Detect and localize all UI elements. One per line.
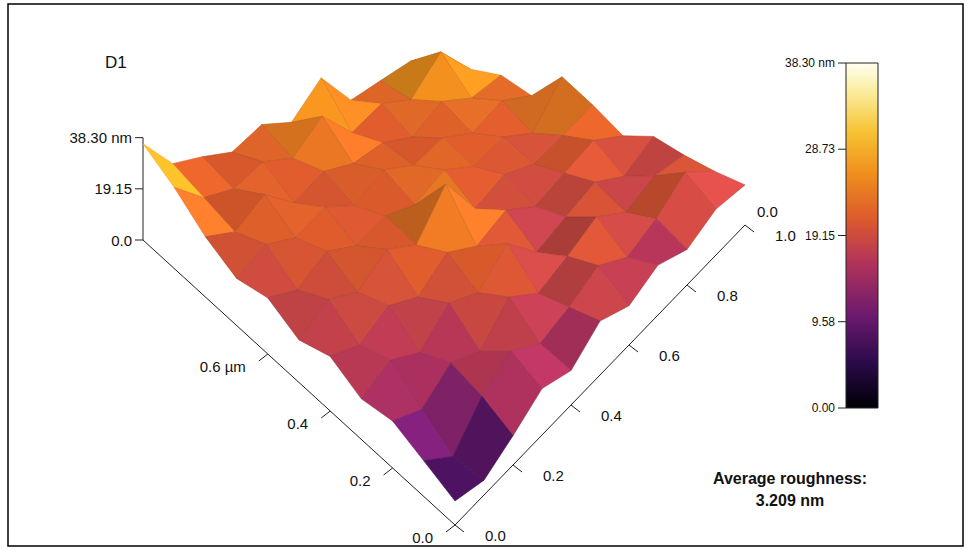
svg-text:19.15: 19.15 <box>805 229 835 243</box>
svg-text:3.209 nm: 3.209 nm <box>756 492 824 509</box>
svg-text:38.30 nm: 38.30 nm <box>69 129 132 146</box>
svg-text:0.2: 0.2 <box>543 467 564 484</box>
svg-text:19.15: 19.15 <box>94 180 132 197</box>
svg-text:0.6: 0.6 <box>659 347 680 364</box>
svg-text:0.8: 0.8 <box>717 287 738 304</box>
svg-text:0.0: 0.0 <box>111 232 132 249</box>
svg-text:0.6 µm: 0.6 µm <box>200 358 246 375</box>
svg-text:38.30 nm: 38.30 nm <box>785 56 835 70</box>
svg-text:0.00: 0.00 <box>812 401 836 415</box>
svg-text:0.0: 0.0 <box>485 527 506 544</box>
svg-text:0.2: 0.2 <box>350 472 371 489</box>
svg-text:0.0: 0.0 <box>412 529 433 546</box>
svg-text:D1: D1 <box>105 53 127 72</box>
svg-text:Average roughness:: Average roughness: <box>713 470 867 487</box>
svg-text:1.0: 1.0 <box>775 227 796 244</box>
svg-text:9.58: 9.58 <box>812 315 836 329</box>
svg-text:0.4: 0.4 <box>287 415 308 432</box>
svg-text:0.4: 0.4 <box>601 407 622 424</box>
svg-text:0.0: 0.0 <box>757 203 778 220</box>
svg-text:28.73: 28.73 <box>805 142 835 156</box>
